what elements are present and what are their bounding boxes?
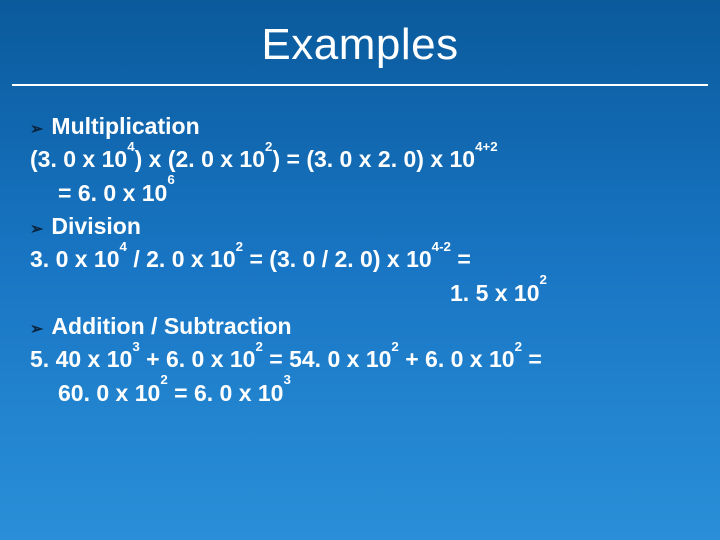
section-heading: Division — [51, 210, 140, 243]
body-line: 1. 5 x 102 — [30, 277, 690, 310]
body-line: 5. 40 x 103 + 6. 0 x 102 = 54. 0 x 102 +… — [30, 343, 690, 376]
bullet-arrow-icon: ➢ — [30, 318, 43, 341]
section-heading: Multiplication — [51, 110, 199, 143]
slide-title: Examples — [12, 0, 708, 86]
body-line: = 6. 0 x 106 — [30, 177, 690, 210]
section-heading-row: ➢ Division — [30, 210, 690, 243]
bullet-arrow-icon: ➢ — [30, 118, 43, 141]
body-line: (3. 0 x 104) x (2. 0 x 102) = (3. 0 x 2.… — [30, 143, 690, 176]
bullet-arrow-icon: ➢ — [30, 218, 43, 241]
body-line: 3. 0 x 104 / 2. 0 x 102 = (3. 0 / 2. 0) … — [30, 243, 690, 276]
section-heading-row: ➢ Addition / Subtraction — [30, 310, 690, 343]
body-line: 60. 0 x 102 = 6. 0 x 103 — [30, 377, 690, 410]
slide-content: ➢ Multiplication (3. 0 x 104) x (2. 0 x … — [0, 86, 720, 410]
